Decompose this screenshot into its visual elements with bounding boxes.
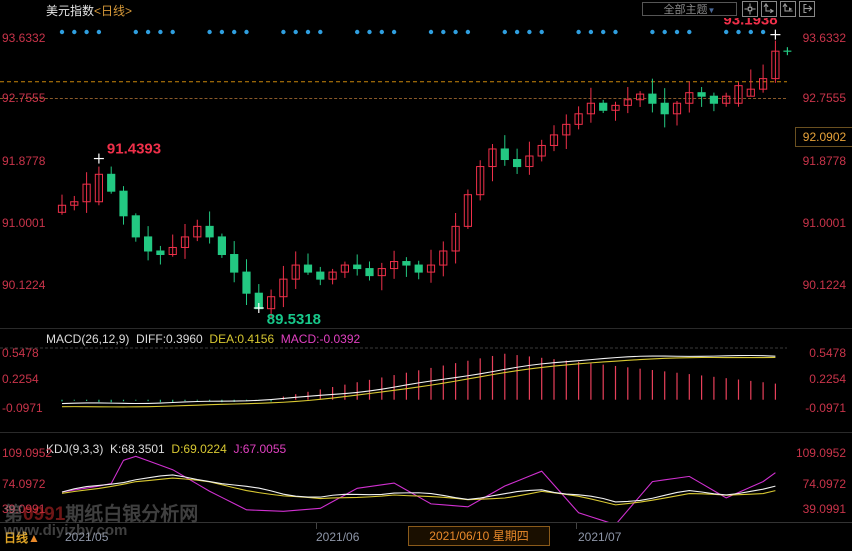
svg-text:93.1938: 93.1938: [723, 18, 777, 29]
svg-text:89.5318: 89.5318: [267, 311, 321, 328]
svg-text:91.4393: 91.4393: [107, 141, 161, 158]
